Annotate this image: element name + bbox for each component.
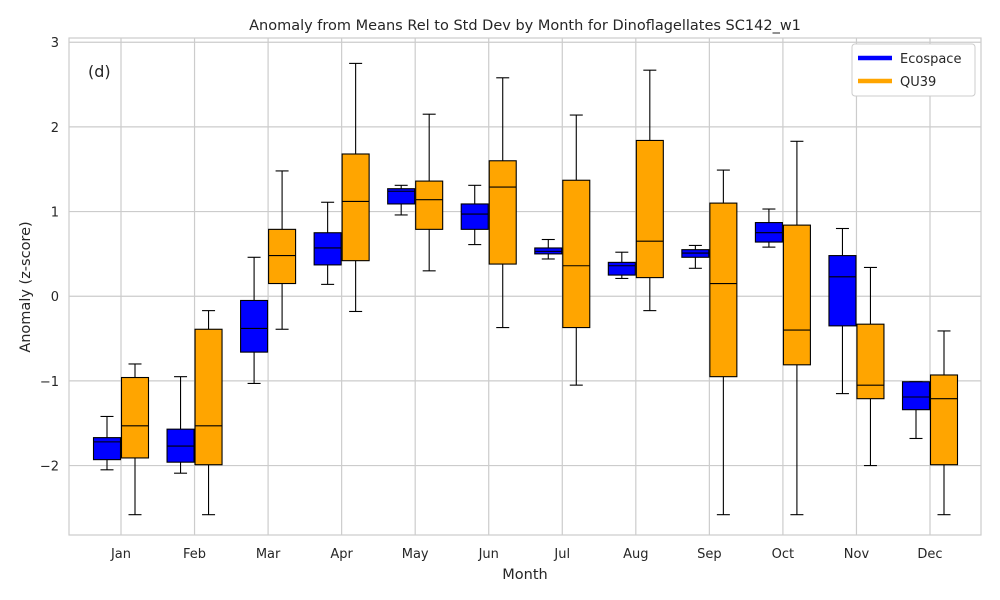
box-ecospace — [313, 201, 342, 285]
x-tick-label: Mar — [256, 547, 281, 562]
box-qu39 — [929, 330, 959, 516]
box-ecospace — [754, 208, 783, 248]
box-body — [929, 374, 959, 466]
box-body — [562, 179, 591, 329]
y-tick-label: 0 — [51, 290, 59, 305]
y-tick-label: 3 — [51, 36, 59, 51]
box-ecospace — [166, 376, 195, 474]
box-body — [341, 153, 370, 262]
box-body — [782, 224, 811, 366]
box-ecospace — [828, 227, 857, 395]
box-ecospace — [901, 381, 931, 440]
y-axis-ticks: −2 −1 0 1 2 3 — [40, 36, 59, 474]
box-body — [901, 381, 931, 411]
x-tick-label: Nov — [844, 547, 870, 562]
box-body — [635, 139, 664, 279]
box-body — [415, 180, 444, 230]
x-tick-label: Aug — [623, 547, 648, 562]
box-qu39 — [635, 69, 664, 312]
legend: Ecospace QU39 — [851, 43, 976, 97]
x-tick-label: Sep — [697, 547, 722, 562]
box-ecospace — [534, 238, 563, 260]
box-body — [607, 261, 636, 276]
box-qu39 — [120, 363, 150, 516]
box-qu39 — [782, 140, 811, 516]
box-body — [194, 328, 223, 466]
legend-label-qu39: QU39 — [900, 75, 936, 90]
legend-label-ecospace: Ecospace — [900, 52, 961, 67]
box-body — [856, 323, 885, 400]
box-ecospace — [92, 415, 122, 471]
box-body — [828, 255, 857, 327]
y-tick-label: 1 — [51, 206, 59, 221]
y-axis-label: Anomaly (z-score) — [18, 221, 34, 352]
y-tick-label: −2 — [40, 460, 59, 475]
box-qu39 — [488, 77, 517, 329]
x-tick-label: Apr — [330, 547, 353, 562]
box-body — [488, 160, 517, 265]
box-body — [460, 203, 489, 230]
y-tick-label: 2 — [51, 121, 59, 136]
box-body — [313, 232, 342, 266]
box-ecospace — [387, 184, 416, 216]
x-tick-label: May — [402, 547, 429, 562]
x-tick-label: Jan — [110, 547, 131, 562]
x-tick-label: Jul — [553, 547, 570, 562]
box-ecospace — [460, 184, 489, 246]
plot-area: −2 −1 0 1 2 3 Jan Feb Mar Apr May Jun Jul Aug Sep Oct N… — [40, 36, 982, 562]
box-qu39 — [709, 169, 738, 516]
box-ecospace — [607, 251, 636, 280]
box-body — [240, 299, 269, 353]
box-ecospace — [240, 256, 269, 384]
box-qu39 — [562, 114, 591, 386]
box-body — [120, 376, 150, 459]
box-body — [92, 437, 122, 461]
y-tick-label: −1 — [40, 375, 59, 390]
x-tick-label: Jun — [478, 547, 499, 562]
x-axis-label: Month — [502, 567, 547, 583]
box-qu39 — [268, 170, 297, 330]
box-body — [268, 228, 297, 285]
x-tick-label: Dec — [917, 547, 942, 562]
panel-label: (d) — [88, 62, 111, 81]
box-body — [709, 202, 738, 378]
box-qu39 — [415, 113, 444, 272]
box-qu39 — [341, 62, 370, 313]
box-qu39 — [194, 310, 223, 516]
box-ecospace — [681, 244, 710, 269]
boxes — [92, 62, 959, 516]
x-tick-label: Feb — [183, 547, 206, 562]
box-body — [387, 188, 416, 205]
x-axis-ticks: Jan Feb Mar Apr May Jun Jul Aug Sep Oct Nov Dec — [110, 547, 943, 562]
x-tick-label: Oct — [772, 547, 794, 562]
chart-title: Anomaly from Means Rel to Std Dev by Mon… — [249, 18, 801, 34]
box-qu39 — [856, 266, 885, 467]
